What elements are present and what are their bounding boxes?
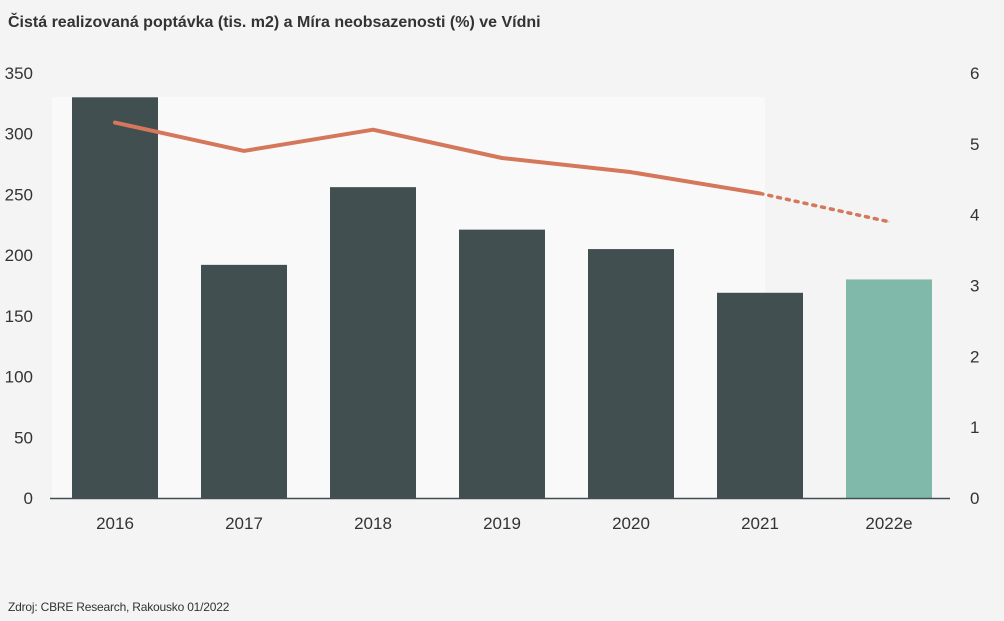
line-point-2020 — [630, 171, 632, 173]
right-tick-label: 0 — [970, 489, 979, 508]
left-tick-label: 150 — [5, 307, 33, 326]
line-point-2021 — [759, 192, 761, 194]
bar-2019 — [459, 229, 545, 498]
right-tick-label: 1 — [970, 418, 979, 437]
x-tick-label: 2021 — [741, 514, 779, 533]
line-point-2018 — [372, 129, 374, 131]
right-tick-label: 5 — [970, 135, 979, 154]
left-tick-label: 200 — [5, 246, 33, 265]
bar-2016 — [72, 97, 158, 499]
x-tick-label: 2018 — [354, 514, 392, 533]
right-tick-label: 2 — [970, 347, 979, 366]
x-tick-label: 2022e — [865, 514, 912, 533]
x-tick-label: 2016 — [96, 514, 134, 533]
bars-layer — [72, 97, 932, 499]
vacancy-rate-forecast-line — [758, 191, 891, 224]
left-tick-label: 100 — [5, 368, 33, 387]
line-layer — [113, 120, 891, 224]
right-tick-label: 4 — [970, 206, 979, 225]
left-tick-label: 250 — [5, 185, 33, 204]
bar-2021 — [717, 292, 803, 498]
right-tick-label: 3 — [970, 277, 979, 296]
x-axis: 2016 2017 2018 2019 2020 2021 2022e — [96, 514, 913, 533]
line-point-2016 — [114, 122, 116, 124]
x-tick-label: 2017 — [225, 514, 263, 533]
line-point-2017 — [243, 150, 245, 152]
x-tick-label: 2019 — [483, 514, 521, 533]
right-y-axis: 0 1 2 3 4 5 6 — [970, 64, 979, 508]
right-tick-label: 6 — [970, 64, 979, 83]
bar-2017 — [201, 264, 287, 498]
chart-title: Čistá realizovaná poptávka (tis. m2) a M… — [8, 14, 541, 31]
source-note: Zdroj: CBRE Research, Rakousko 01/2022 — [8, 600, 230, 614]
left-tick-label: 300 — [5, 125, 33, 144]
line-point-2019 — [501, 157, 503, 159]
left-tick-label: 350 — [5, 64, 33, 83]
bar-2020 — [588, 249, 674, 498]
bar-2022e — [846, 279, 932, 498]
line-point-2022e — [888, 221, 890, 223]
x-tick-label: 2020 — [612, 514, 650, 533]
left-tick-label: 0 — [24, 489, 33, 508]
vacancy-rate-line — [113, 120, 762, 196]
left-y-axis: 0 50 100 150 200 250 300 350 — [5, 64, 33, 508]
bar-2018 — [330, 187, 416, 498]
left-tick-label: 50 — [14, 428, 33, 447]
